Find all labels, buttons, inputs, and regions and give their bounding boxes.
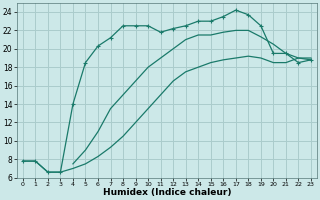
X-axis label: Humidex (Indice chaleur): Humidex (Indice chaleur) xyxy=(103,188,231,197)
